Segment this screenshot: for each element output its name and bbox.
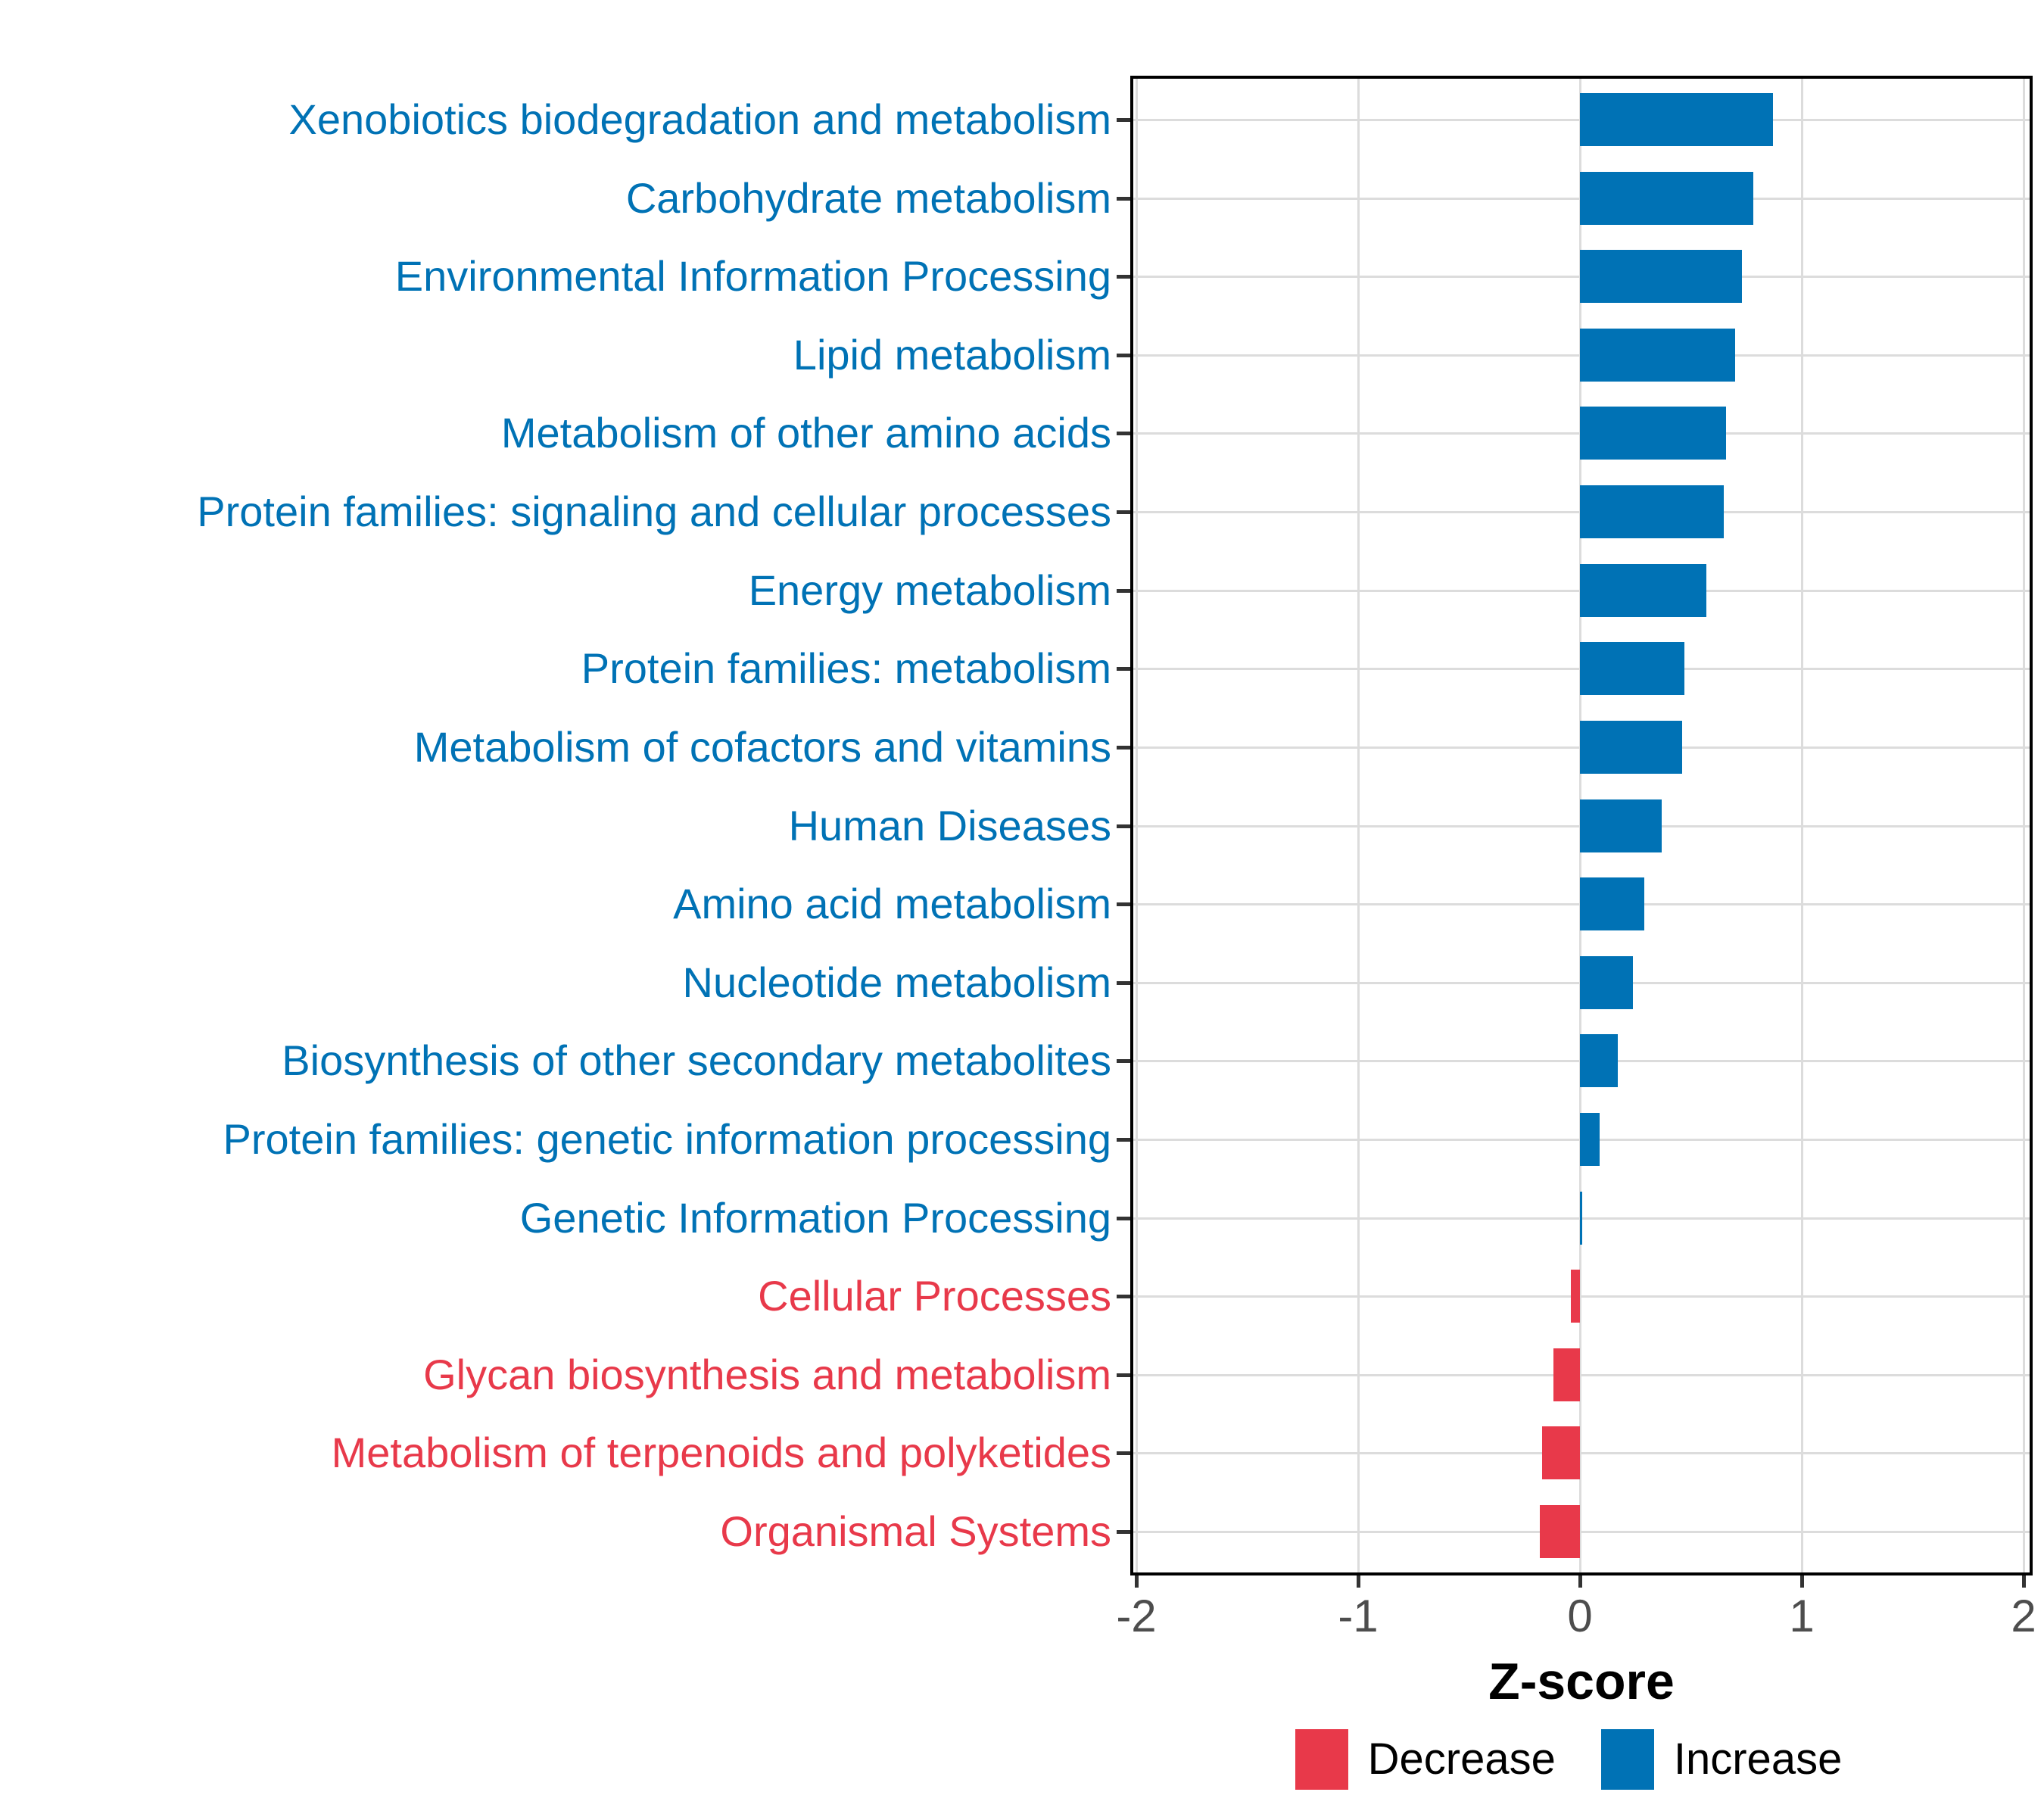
y-axis-tick xyxy=(1117,1137,1130,1142)
y-axis-tick xyxy=(1117,353,1130,357)
category-label: Biosynthesis of other secondary metaboli… xyxy=(282,1036,1111,1085)
bar xyxy=(1571,1270,1580,1323)
bar xyxy=(1580,720,1682,774)
x-axis-tick xyxy=(1578,1575,1582,1588)
y-axis-tick xyxy=(1117,1295,1130,1299)
bar xyxy=(1580,563,1706,617)
bar xyxy=(1580,328,1736,382)
bar xyxy=(1540,1505,1580,1558)
y-axis-tick xyxy=(1117,745,1130,750)
y-axis-tick xyxy=(1117,980,1130,985)
plot-panel xyxy=(1130,76,2033,1575)
category-label: Protein families: metabolism xyxy=(581,644,1111,693)
x-axis-tick-label: 0 xyxy=(1567,1591,1593,1641)
category-label: Human Diseases xyxy=(788,801,1111,849)
x-axis-tick xyxy=(1800,1575,1804,1588)
category-label: Genetic Information Processing xyxy=(519,1193,1111,1242)
bar xyxy=(1580,171,1753,225)
legend-label-increase: Increase xyxy=(1673,1734,1843,1784)
horizontal-gridline xyxy=(1133,1452,2030,1455)
bar xyxy=(1580,642,1684,696)
legend-swatch-increase xyxy=(1600,1729,1654,1790)
y-axis-tick xyxy=(1117,432,1130,436)
bar xyxy=(1553,1348,1580,1401)
bar xyxy=(1580,877,1644,931)
y-axis-tick xyxy=(1117,1530,1130,1534)
category-label: Xenobiotics biodegradation and metabolis… xyxy=(288,95,1111,143)
x-axis-tick-label: 2 xyxy=(2011,1591,2036,1641)
x-axis-tick-label: -2 xyxy=(1116,1591,1157,1641)
bar xyxy=(1580,799,1662,852)
y-axis-tick xyxy=(1117,118,1130,122)
category-label: Glycan biosynthesis and metabolism xyxy=(423,1350,1111,1398)
legend: Decrease Increase xyxy=(1130,1728,2033,1791)
y-axis-tick xyxy=(1117,588,1130,593)
category-label: Organismal Systems xyxy=(720,1507,1111,1555)
bar xyxy=(1580,485,1725,539)
x-axis-tick xyxy=(1135,1575,1139,1588)
y-axis-tick xyxy=(1117,667,1130,672)
category-label: Environmental Information Processing xyxy=(394,252,1111,301)
category-label: Metabolism of other amino acids xyxy=(500,409,1111,457)
category-label: Cellular Processes xyxy=(758,1272,1111,1320)
category-label: Amino acid metabolism xyxy=(673,880,1111,928)
horizontal-gridline xyxy=(1133,1295,2030,1298)
horizontal-gridline xyxy=(1133,1531,2030,1533)
bar xyxy=(1580,93,1773,146)
category-label: Lipid metabolism xyxy=(793,330,1111,379)
category-label: Protein families: genetic information pr… xyxy=(223,1114,1111,1163)
category-label: Carbohydrate metabolism xyxy=(625,173,1111,222)
y-axis-tick xyxy=(1117,275,1130,279)
bar xyxy=(1580,955,1634,1009)
category-label: Energy metabolism xyxy=(748,566,1111,614)
legend-swatch-decrease xyxy=(1295,1729,1348,1790)
x-axis-tick-label: 1 xyxy=(1789,1591,1815,1641)
category-label: Nucleotide metabolism xyxy=(682,958,1111,1006)
y-axis-tick xyxy=(1117,1059,1130,1064)
y-axis-tick xyxy=(1117,510,1130,515)
bar xyxy=(1580,1191,1582,1245)
y-axis-tick xyxy=(1117,824,1130,828)
bar xyxy=(1580,1034,1618,1088)
x-axis-title: Z-score xyxy=(1488,1653,1675,1710)
category-label: Metabolism of terpenoids and polyketides xyxy=(331,1429,1111,1477)
bar xyxy=(1580,250,1742,304)
x-axis-tick xyxy=(2022,1575,2026,1588)
y-axis-tick xyxy=(1117,1216,1130,1220)
y-axis-tick xyxy=(1117,1373,1130,1377)
bar xyxy=(1580,1112,1600,1166)
y-axis-tick xyxy=(1117,196,1130,201)
category-label: Metabolism of cofactors and vitamins xyxy=(413,722,1111,771)
bar xyxy=(1542,1426,1580,1480)
category-label: Protein families: signaling and cellular… xyxy=(197,488,1111,536)
bar xyxy=(1580,407,1727,460)
legend-label-decrease: Decrease xyxy=(1367,1734,1556,1784)
y-axis-tick xyxy=(1117,1451,1130,1456)
x-axis-tick-label: -1 xyxy=(1338,1591,1379,1641)
horizontal-gridline xyxy=(1133,1373,2030,1376)
x-axis-tick xyxy=(1357,1575,1360,1588)
y-axis-tick xyxy=(1117,902,1130,907)
